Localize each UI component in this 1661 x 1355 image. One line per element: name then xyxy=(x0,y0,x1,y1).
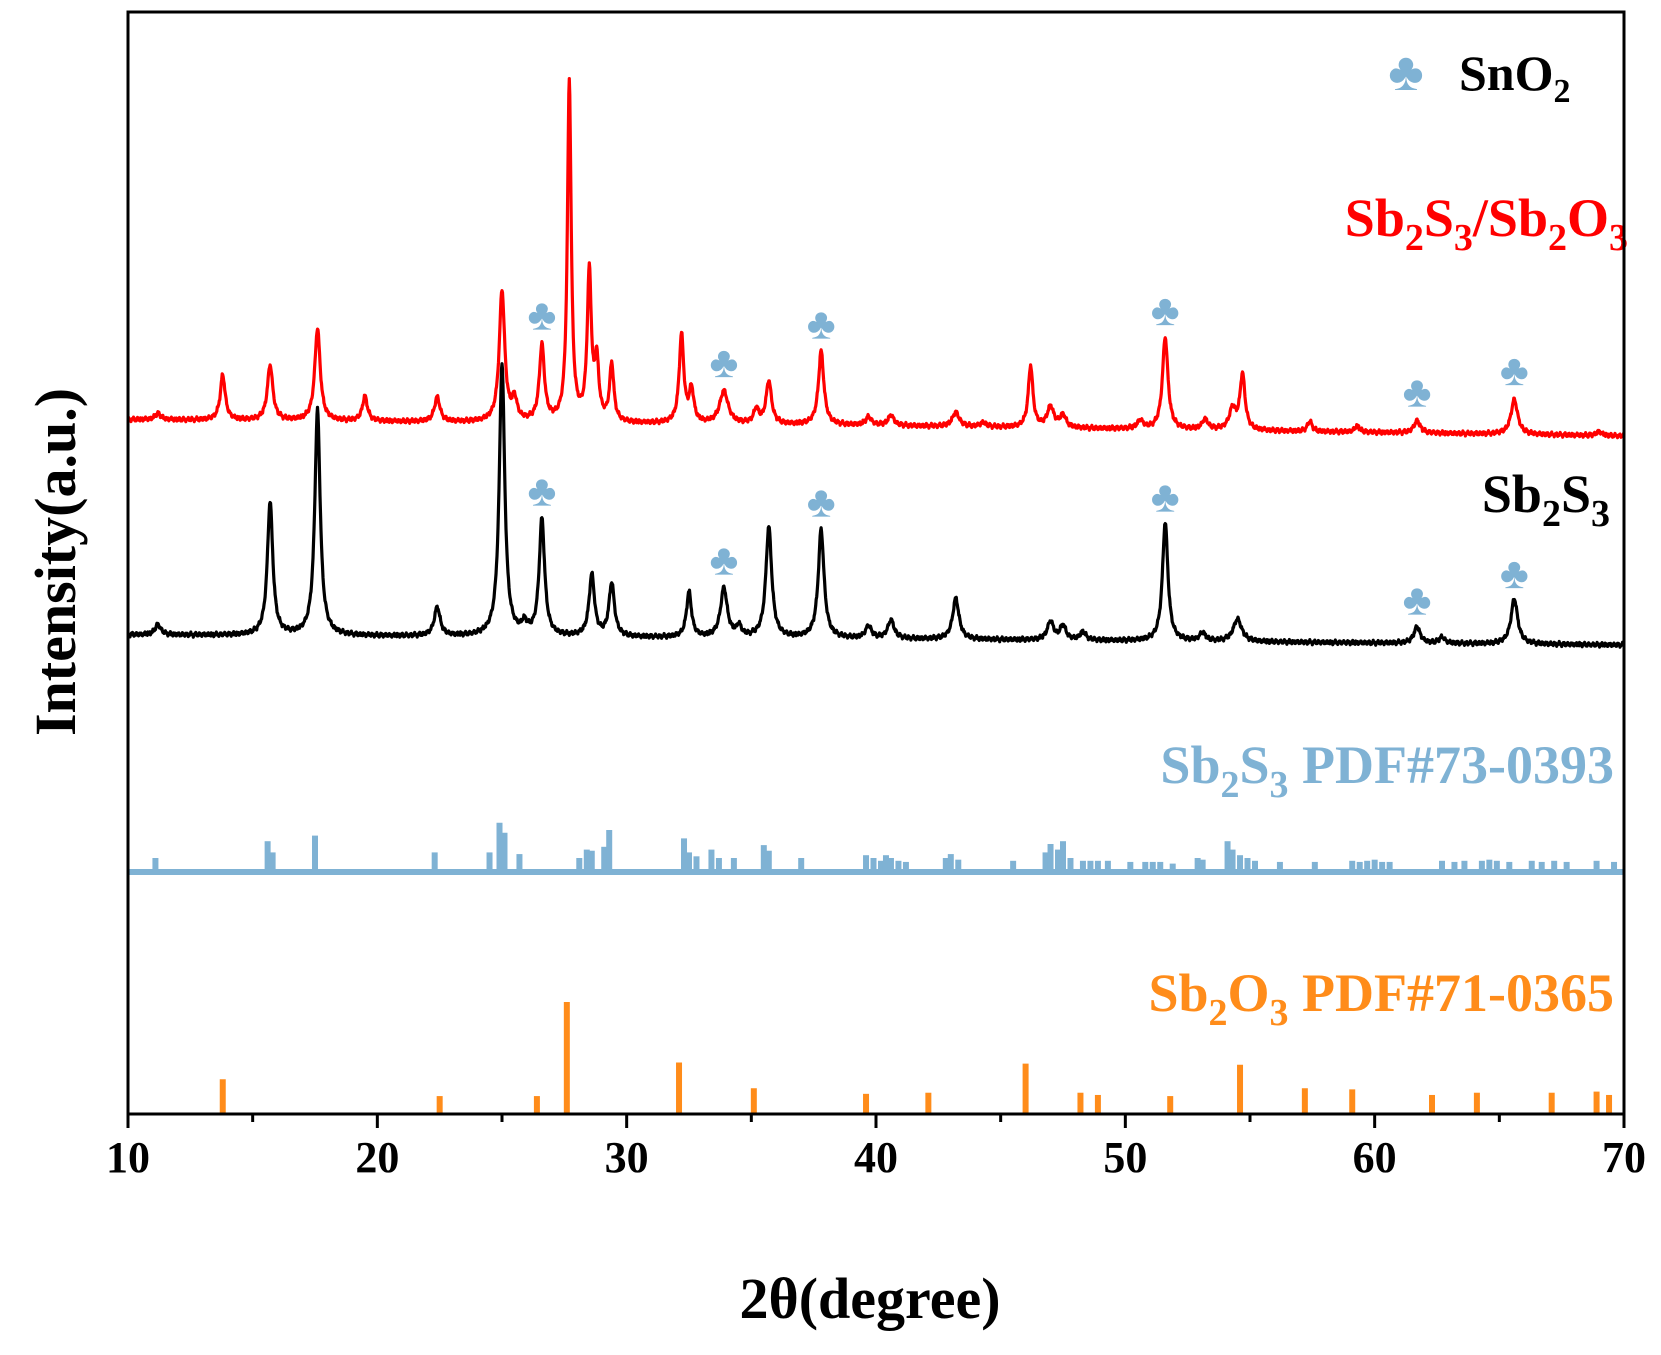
sno2-club-marker: ♣ xyxy=(1151,286,1180,335)
x-axis-ticks: 10 20 30 40 50 60 70 xyxy=(106,1114,1646,1182)
sno2-club-marker: ♣ xyxy=(709,338,738,387)
sno2-club-marker: ♣ xyxy=(807,478,836,527)
y-axis-title: Intensity(a.u.) xyxy=(23,388,88,736)
x-tick-label: 70 xyxy=(1602,1133,1646,1182)
reference-pattern-sb2s3 xyxy=(128,822,1624,875)
x-tick-label: 60 xyxy=(1353,1133,1397,1182)
series-label-sb2s3: Sb2S3 xyxy=(1482,464,1610,535)
sno2-club-marker: ♣ xyxy=(709,535,738,584)
series-label-sb2s3-sb2o3: Sb2S3/Sb2O3 xyxy=(1345,188,1628,259)
series-labels: Sb2S3/Sb2O3 Sb2S3 Sb2S3 PDF#73-0393 Sb2O3 P… xyxy=(1148,188,1628,1034)
x-axis-title: 2θ(degree) xyxy=(739,1266,1000,1331)
x-tick-label: 50 xyxy=(1103,1133,1147,1182)
legend-club-icon: ♣ xyxy=(1388,42,1423,102)
plot-frame xyxy=(126,10,1626,1116)
legend: ♣ SnO2 xyxy=(1388,42,1570,110)
sno2-club-marker: ♣ xyxy=(527,467,556,516)
series-line-sb2s3-sb2o3 xyxy=(126,77,1626,440)
x-tick-label: 20 xyxy=(355,1133,399,1182)
legend-label-main: SnO xyxy=(1459,45,1554,101)
reference-label-sb2s3: Sb2S3 PDF#73-0393 xyxy=(1160,735,1614,806)
reference-label-sb2o3: Sb2O3 PDF#71-0365 xyxy=(1148,963,1614,1034)
legend-label-sub: 2 xyxy=(1554,73,1571,110)
sno2-club-marker: ♣ xyxy=(1151,472,1180,521)
sno2-club-marker: ♣ xyxy=(527,290,556,339)
x-tick-label: 30 xyxy=(605,1133,649,1182)
sno2-markers: ♣ ♣ ♣ ♣ ♣ ♣ ♣ ♣ ♣ ♣ ♣ ♣ xyxy=(527,286,1528,624)
sno2-club-marker: ♣ xyxy=(1403,575,1432,624)
sno2-club-marker: ♣ xyxy=(1403,367,1432,416)
plot-border xyxy=(126,10,1626,1116)
sno2-club-marker: ♣ xyxy=(807,299,836,348)
series-line-sb2s3 xyxy=(126,362,1626,649)
sno2-club-marker: ♣ xyxy=(1500,549,1529,598)
plot-area xyxy=(126,77,1626,1114)
reference-pattern-sb2o3 xyxy=(219,1002,1613,1114)
legend-label: SnO2 xyxy=(1459,45,1571,110)
sno2-club-marker: ♣ xyxy=(1500,346,1529,395)
x-tick-label: 10 xyxy=(106,1133,150,1182)
x-tick-label: 40 xyxy=(854,1133,898,1182)
